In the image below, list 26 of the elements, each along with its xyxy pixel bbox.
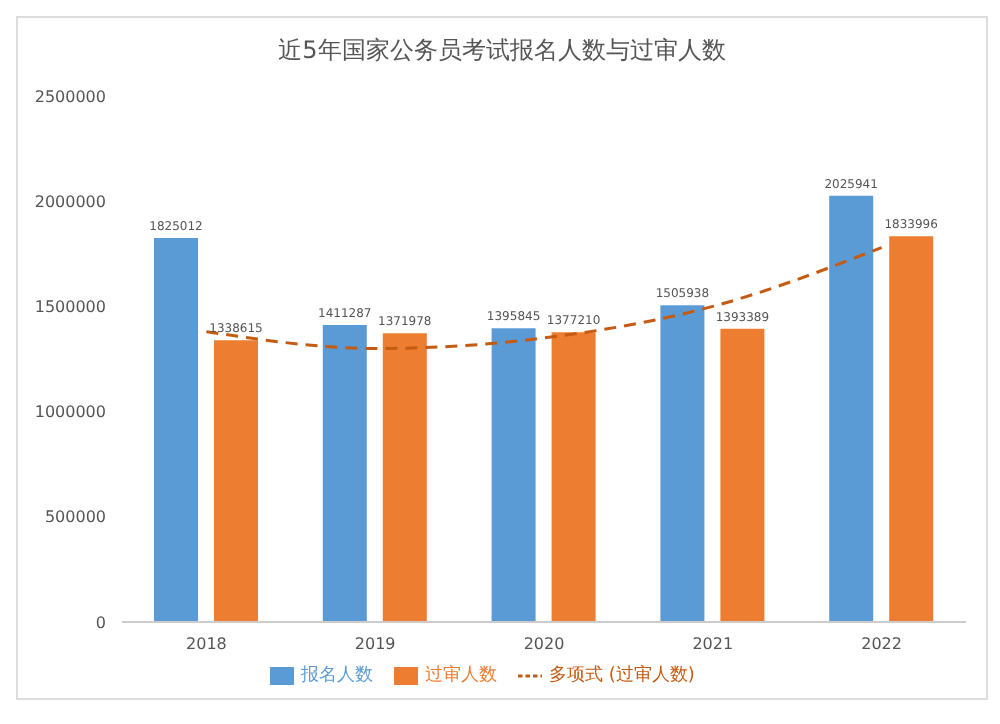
y-tick-label: 500000 <box>44 508 106 527</box>
bar <box>382 333 427 622</box>
chart-title: 近5年国家公务员考试报名人数与过审人数 <box>276 34 728 68</box>
bar <box>322 325 367 622</box>
x-tick-label: 2022 <box>861 635 902 654</box>
y-tick-label: 1500000 <box>34 298 106 317</box>
x-tick-label: 2019 <box>354 635 396 654</box>
y-tick-label: 2000000 <box>34 192 106 211</box>
y-tick-label: 1000000 <box>34 403 106 422</box>
bar <box>551 332 596 622</box>
legend-label: 过审人数 <box>425 666 498 686</box>
y-tick-label: 0 <box>95 613 106 632</box>
legend-label: 报名人数 <box>301 666 374 686</box>
bar <box>720 328 765 622</box>
bar <box>660 305 705 622</box>
bar <box>214 340 258 622</box>
bar <box>491 328 536 622</box>
bar <box>889 236 934 622</box>
line-series <box>204 245 884 350</box>
y-tick-label: 2500000 <box>34 87 106 106</box>
bar <box>829 195 874 622</box>
x-tick-label: 2021 <box>692 635 734 654</box>
bar <box>154 238 198 622</box>
x-tick-label: 2018 <box>186 635 227 654</box>
legend-label: 多项式 (过审人数) <box>549 666 695 686</box>
x-tick-label: 2020 <box>523 635 565 654</box>
